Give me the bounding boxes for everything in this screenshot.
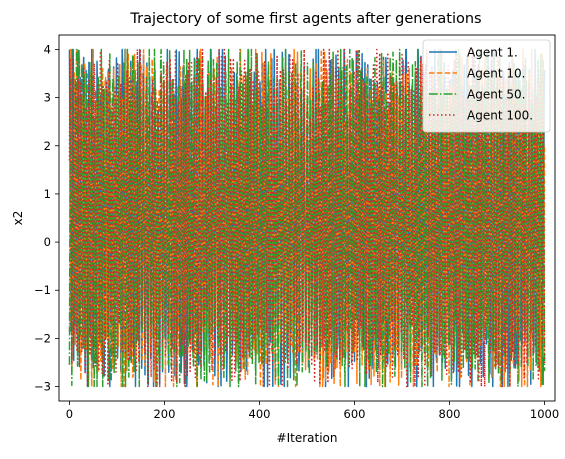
legend-label-2: Agent 10.: [467, 67, 525, 81]
y-tick-label: 3: [44, 91, 51, 105]
legend: Agent 1. Agent 10. Agent 50. Agent 100.: [422, 39, 551, 133]
legend-label-1: Agent 1.: [467, 46, 518, 60]
x-axis-ticks: 0 200 400 600 800 1000: [66, 401, 559, 421]
legend-box: [422, 39, 551, 133]
y-axis-ticks: −3 −2 −1 0 1 2 3 4: [34, 42, 59, 394]
plot-frame: [58, 34, 556, 402]
y-tick-label: −1: [34, 283, 51, 297]
x-axis-label: #Iteration: [277, 431, 338, 445]
y-tick-label: 1: [44, 187, 51, 201]
x-tick-label: 600: [344, 407, 366, 421]
legend-label-3: Agent 50.: [467, 88, 525, 102]
chart-title: Trajectory of some first agents after ge…: [129, 11, 481, 27]
y-tick-label: −3: [34, 380, 51, 394]
x-tick-label: 1000: [530, 407, 559, 421]
legend-label-4: Agent 100.: [467, 109, 533, 123]
y-tick-label: 4: [44, 42, 51, 56]
x-tick-label: 200: [153, 407, 175, 421]
y-tick-label: 2: [44, 139, 51, 153]
y-axis-label: x2: [11, 211, 25, 226]
x-tick-label: 400: [249, 407, 271, 421]
y-tick-label: −2: [34, 331, 51, 345]
x-tick-label: 800: [439, 407, 461, 421]
y-tick-label: 0: [44, 235, 51, 249]
series-line-4: [68, 48, 546, 388]
x-tick-label: 0: [66, 407, 73, 421]
